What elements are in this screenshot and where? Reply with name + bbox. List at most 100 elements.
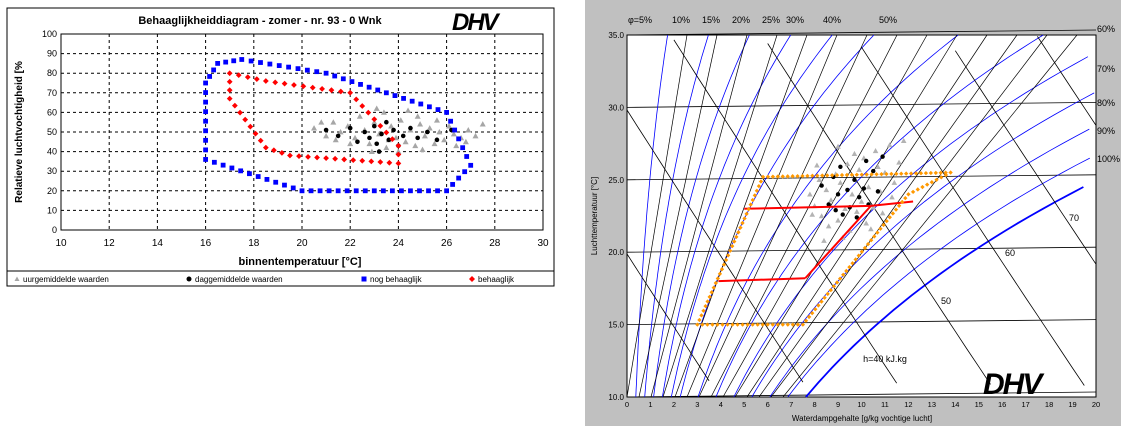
zone-marker bbox=[849, 172, 855, 178]
data-point bbox=[376, 149, 382, 154]
zone-marker bbox=[468, 162, 474, 168]
data-point bbox=[837, 179, 844, 185]
tick-labels: 10 12 14 16 18 20 22 24 26 28 30 0 10 20 30 40 50 60 70 80 9… bbox=[42, 29, 549, 249]
y-tick-label: 30 bbox=[47, 166, 57, 176]
zone-marker bbox=[435, 188, 440, 194]
zone-marker bbox=[305, 153, 311, 160]
rh-curve bbox=[635, 34, 668, 398]
zone-marker bbox=[287, 152, 293, 159]
zone-marker bbox=[340, 76, 346, 82]
zone-marker bbox=[276, 63, 282, 68]
data-point bbox=[875, 163, 881, 170]
comfort-diagram-chart: Behaaglijkheiddiagram - zomer - nr. 93 -… bbox=[6, 7, 555, 287]
zone-marker bbox=[770, 174, 776, 179]
zone-marker bbox=[323, 155, 329, 162]
zone-marker bbox=[418, 101, 424, 107]
zone-marker bbox=[862, 245, 868, 251]
x-tick-label: 5 bbox=[742, 400, 746, 409]
zone-marker bbox=[725, 253, 731, 258]
zone-marker bbox=[328, 87, 335, 94]
zone-marker bbox=[380, 188, 386, 194]
chart-title: Behaaglijkheiddiagram - zomer - nr. 93 -… bbox=[138, 15, 382, 27]
zone-marker bbox=[344, 188, 350, 194]
zone-marker bbox=[878, 226, 883, 231]
zone-marker bbox=[211, 67, 217, 73]
zone-marker bbox=[864, 172, 869, 177]
data-point bbox=[318, 119, 325, 125]
x-tick-label: 16 bbox=[998, 400, 1006, 409]
zone-marker bbox=[800, 322, 806, 327]
zone-line bbox=[744, 204, 871, 210]
dhv-logo: DHV bbox=[452, 9, 503, 36]
zone-marker bbox=[359, 157, 366, 164]
zone-marker bbox=[203, 90, 208, 95]
data-point bbox=[335, 133, 341, 139]
zone-marker bbox=[780, 322, 785, 327]
enthalpy-label: 60 bbox=[1005, 248, 1015, 258]
zone-marker bbox=[748, 202, 753, 207]
zone-marker bbox=[752, 193, 757, 198]
data-point bbox=[414, 113, 421, 119]
zone-marker bbox=[215, 61, 221, 66]
enthalpy-line bbox=[626, 109, 804, 383]
data-point bbox=[450, 130, 457, 137]
zone-line bbox=[804, 205, 872, 279]
data-point bbox=[332, 136, 339, 143]
zone-marker bbox=[910, 189, 916, 195]
data-point bbox=[856, 166, 862, 172]
x-tick-label: 20 bbox=[1092, 400, 1100, 409]
data-point bbox=[347, 140, 354, 147]
zone-marker bbox=[377, 159, 384, 165]
zone-marker bbox=[456, 175, 462, 181]
x-tick-label: 24 bbox=[393, 238, 405, 249]
rh-label-top: 50% bbox=[879, 15, 897, 25]
zone-marker bbox=[226, 78, 233, 85]
data-point bbox=[408, 125, 413, 131]
zone-marker bbox=[366, 84, 372, 90]
data-point bbox=[436, 129, 443, 135]
zone-marker bbox=[395, 160, 402, 167]
zone-marker bbox=[890, 211, 896, 216]
x-tick-label: 1 bbox=[648, 400, 652, 409]
rh-curve bbox=[653, 34, 750, 398]
data-point bbox=[863, 158, 869, 164]
zone-marker bbox=[813, 307, 818, 312]
data-point bbox=[421, 132, 428, 139]
data-point bbox=[840, 212, 845, 217]
data-point bbox=[356, 113, 363, 119]
enthalpy-label: 70 bbox=[1069, 213, 1079, 223]
zone-marker bbox=[943, 172, 949, 178]
zone-marker bbox=[750, 197, 755, 203]
x-tick-label: 15 bbox=[975, 400, 983, 409]
zone-marker bbox=[226, 87, 233, 94]
legend-label: behaaglijk bbox=[478, 275, 515, 284]
data-point bbox=[809, 211, 816, 217]
data-point bbox=[838, 164, 843, 169]
zone-marker bbox=[247, 123, 254, 130]
data-point bbox=[896, 159, 902, 165]
rh-label-right: 70% bbox=[1097, 64, 1115, 74]
zone-marker bbox=[460, 145, 466, 151]
zone-marker bbox=[938, 170, 943, 175]
zone-marker bbox=[408, 188, 413, 194]
zone-marker bbox=[760, 174, 766, 180]
zone-marker bbox=[920, 184, 925, 190]
data-point bbox=[352, 134, 359, 141]
zone-marker bbox=[730, 322, 735, 327]
zone-marker bbox=[713, 280, 718, 286]
rh-label-top: 15% bbox=[702, 15, 720, 25]
zone-marker bbox=[923, 170, 929, 176]
data-point bbox=[891, 179, 898, 185]
zone-marker bbox=[235, 72, 242, 79]
zone-marker bbox=[295, 66, 301, 72]
rh-curve bbox=[644, 34, 709, 398]
y-tick-label: 25.0 bbox=[608, 176, 624, 185]
zone-marker bbox=[335, 188, 341, 194]
zone-marker bbox=[744, 211, 749, 216]
zone-marker bbox=[703, 303, 708, 309]
temperature-line bbox=[626, 319, 1097, 325]
data-point bbox=[807, 191, 813, 197]
zone-marker bbox=[203, 109, 208, 115]
data-point bbox=[412, 142, 419, 149]
density-line bbox=[782, 34, 1078, 398]
